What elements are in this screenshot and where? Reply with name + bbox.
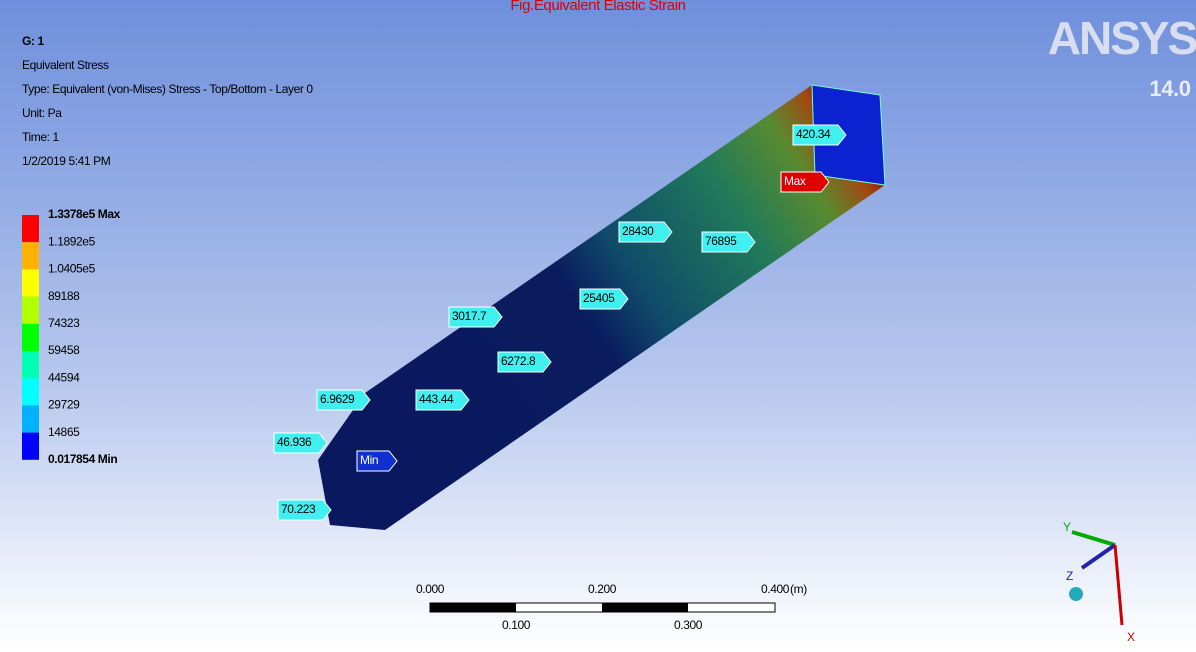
legend-label: 14865 [48,425,80,439]
caption: Fig.Equivalent Elastic Strain [510,0,685,14]
probe-label: 28430 [622,224,654,238]
scale-label: 0.000 [416,582,445,596]
scale-unit: (m) [790,582,807,596]
legend-swatch [22,242,39,269]
legend-label: 1.0405e5 [48,262,96,276]
legend-swatch [22,324,39,351]
legend-swatch [22,297,39,324]
legend-label: 89188 [48,289,80,303]
scale-label: 0.200 [588,582,617,596]
scale-label: 0.100 [502,618,531,632]
probe-label: Min [360,453,378,467]
legend-swatch [22,351,39,378]
legend-swatch [22,433,39,460]
info-line: Type: Equivalent (von-Mises) Stress - To… [22,82,313,96]
version: 14.0 [1149,76,1190,101]
probe-label: 70.223 [281,502,316,516]
info-line: 1/2/2019 5:41 PM [22,154,111,168]
info-line: Time: 1 [22,130,59,144]
probe-label: 46.936 [277,435,312,449]
triad-label: Z [1066,569,1073,583]
legend-label: 1.1892e5 [48,234,96,248]
legend-label: 0.017854 Min [48,452,117,466]
legend-label: 74323 [48,316,80,330]
probe-label: 443.44 [419,392,454,406]
triad-label: Y [1063,520,1071,534]
probe-label: 3017.7 [452,309,487,323]
probe-label: 6.9629 [320,392,355,406]
legend-label: 59458 [48,343,80,357]
scale-label: 0.400 [761,582,790,596]
probe-label: 6272.8 [501,354,536,368]
probe-label: 25405 [583,291,615,305]
legend-swatch [22,378,39,405]
legend-swatch [22,405,39,432]
triad-label: X [1127,630,1135,644]
info-line: G: 1 [22,34,44,48]
scale-segment [602,603,688,612]
legend-label: 44594 [48,370,80,384]
triad-ball [1069,587,1083,601]
info-line: Unit: Pa [22,106,62,120]
probe-label: 76895 [705,234,737,248]
info-line: Equivalent Stress [22,58,109,72]
page: Fig.Equivalent Elastic Strain ANSYS 14.0… [0,0,1196,647]
scale-label: 0.300 [674,618,703,632]
logo: ANSYS [1048,12,1196,64]
probe-label: Max [784,174,806,188]
legend-swatch [22,269,39,296]
legend-swatch [22,215,39,242]
legend-label: 29729 [48,398,80,412]
probe-label: 420.34 [796,127,831,141]
legend-label: 1.3378e5 Max [48,207,121,221]
viewport: Fig.Equivalent Elastic Strain ANSYS 14.0… [0,0,1196,647]
scale-segment [430,603,516,612]
